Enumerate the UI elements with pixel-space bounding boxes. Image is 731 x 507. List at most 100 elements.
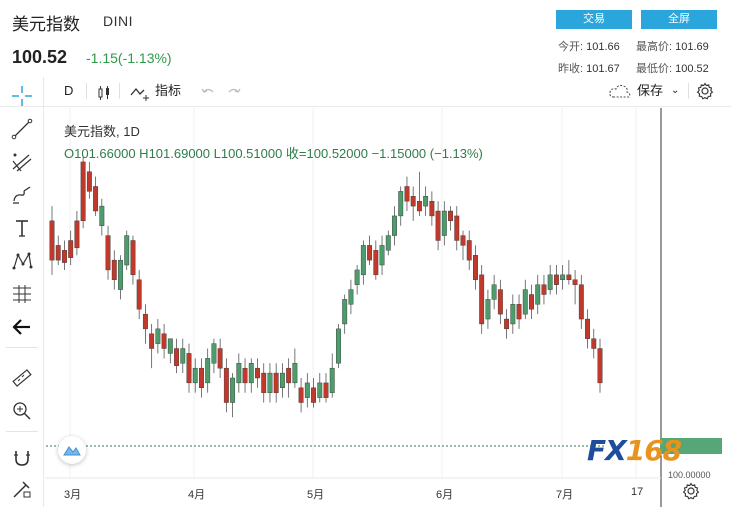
candle-body (522, 289, 528, 315)
candle (522, 279, 528, 320)
candle (86, 161, 92, 199)
pattern-icon[interactable] (7, 247, 37, 275)
x-tick-label: 4月 (188, 489, 206, 501)
zoom-in-icon[interactable] (7, 397, 37, 425)
trade-button[interactable]: 交易 (556, 10, 632, 29)
candle (553, 265, 559, 295)
magnet-icon[interactable] (7, 444, 37, 472)
candle (460, 230, 466, 261)
candle (348, 279, 354, 315)
candle (491, 274, 497, 310)
candle (174, 338, 179, 374)
candle-body (248, 363, 254, 384)
gear-icon[interactable] (696, 82, 714, 100)
candle-body (560, 274, 566, 280)
candle-body (186, 353, 192, 384)
prediction-icon[interactable] (7, 280, 37, 308)
candle (473, 245, 478, 290)
crosshair-icon[interactable] (7, 82, 37, 110)
candle-body (68, 240, 74, 258)
candle (55, 235, 61, 266)
x-tick-label: 3月 (64, 489, 82, 501)
candle (186, 343, 192, 393)
chevron-down-icon[interactable]: ⌄ (671, 85, 680, 96)
drawing-toolbar (0, 77, 44, 507)
candle (572, 269, 578, 305)
candle-body (441, 210, 447, 236)
cloud-icon[interactable] (608, 82, 632, 100)
back-arrow-icon[interactable] (7, 313, 37, 341)
candle-body (217, 348, 223, 369)
undo-icon[interactable] (200, 83, 216, 99)
price-axis-label: 100.00000 (668, 470, 711, 480)
fib-icon[interactable] (7, 148, 37, 176)
ruler-icon[interactable] (7, 364, 37, 392)
candle (479, 265, 485, 334)
trendline-icon[interactable] (7, 115, 37, 143)
candle (68, 230, 74, 266)
candle-body (286, 367, 292, 384)
candle-body (55, 245, 61, 261)
candle-body (336, 328, 341, 364)
candle-body (385, 235, 391, 251)
candle (497, 279, 503, 324)
toolbar-divider (86, 83, 87, 99)
candle (429, 191, 435, 226)
candles-layer (49, 157, 603, 418)
stat-low: 最低价: 100.52 (636, 60, 709, 76)
candle (199, 358, 204, 398)
candle-body (429, 200, 435, 217)
fullscreen-button[interactable]: 全屏 (641, 10, 717, 29)
candle (354, 265, 360, 295)
candle (560, 265, 566, 290)
candle-body (398, 191, 404, 217)
candle-body (105, 235, 111, 271)
indicators-button[interactable]: 指标 (155, 83, 182, 98)
candle (535, 274, 541, 315)
interval-selector[interactable]: D (64, 83, 74, 98)
candle (329, 353, 335, 398)
candle-type-icon[interactable] (96, 83, 112, 100)
candle (578, 274, 584, 329)
candle (180, 338, 186, 374)
candle (360, 240, 366, 285)
candle-body (535, 284, 541, 305)
save-button[interactable]: 保存 (637, 83, 664, 98)
brush-icon[interactable] (7, 181, 37, 209)
price-change: -1.15(-1.13%) (86, 50, 172, 66)
wave-icon[interactable] (58, 436, 86, 464)
chart-legend-title[interactable]: 美元指数, 1D (64, 124, 140, 139)
candle (423, 186, 429, 216)
candle-body (329, 367, 335, 393)
candle-body (130, 240, 136, 276)
candle (441, 201, 447, 246)
candle (149, 323, 155, 369)
stat-prev-close-value: 101.67 (586, 63, 620, 75)
candle (279, 363, 285, 398)
chart-legend-ohlc: O101.66000 H101.69000 L100.51000 收=100.5… (64, 146, 483, 161)
indicators-icon[interactable] (130, 83, 152, 101)
candle-body (547, 274, 553, 290)
redo-icon[interactable] (226, 83, 242, 99)
candle-body (180, 348, 186, 364)
last-price-badge (660, 438, 722, 454)
candle (529, 284, 534, 320)
pencil-lock-icon[interactable] (7, 475, 37, 503)
candle (516, 294, 522, 329)
candle (192, 358, 198, 393)
text-icon[interactable] (7, 214, 37, 242)
candle (385, 230, 391, 256)
candle-body (323, 382, 329, 398)
candle (597, 338, 603, 393)
candle-body (86, 171, 92, 192)
candle-body (142, 313, 148, 330)
candle (454, 206, 460, 251)
candle-body (298, 387, 304, 403)
candle (124, 230, 130, 270)
chart-settings-icon[interactable] (682, 482, 700, 500)
stat-low-label: 最低价: (636, 63, 673, 75)
candle (323, 373, 329, 403)
candle (223, 358, 229, 413)
